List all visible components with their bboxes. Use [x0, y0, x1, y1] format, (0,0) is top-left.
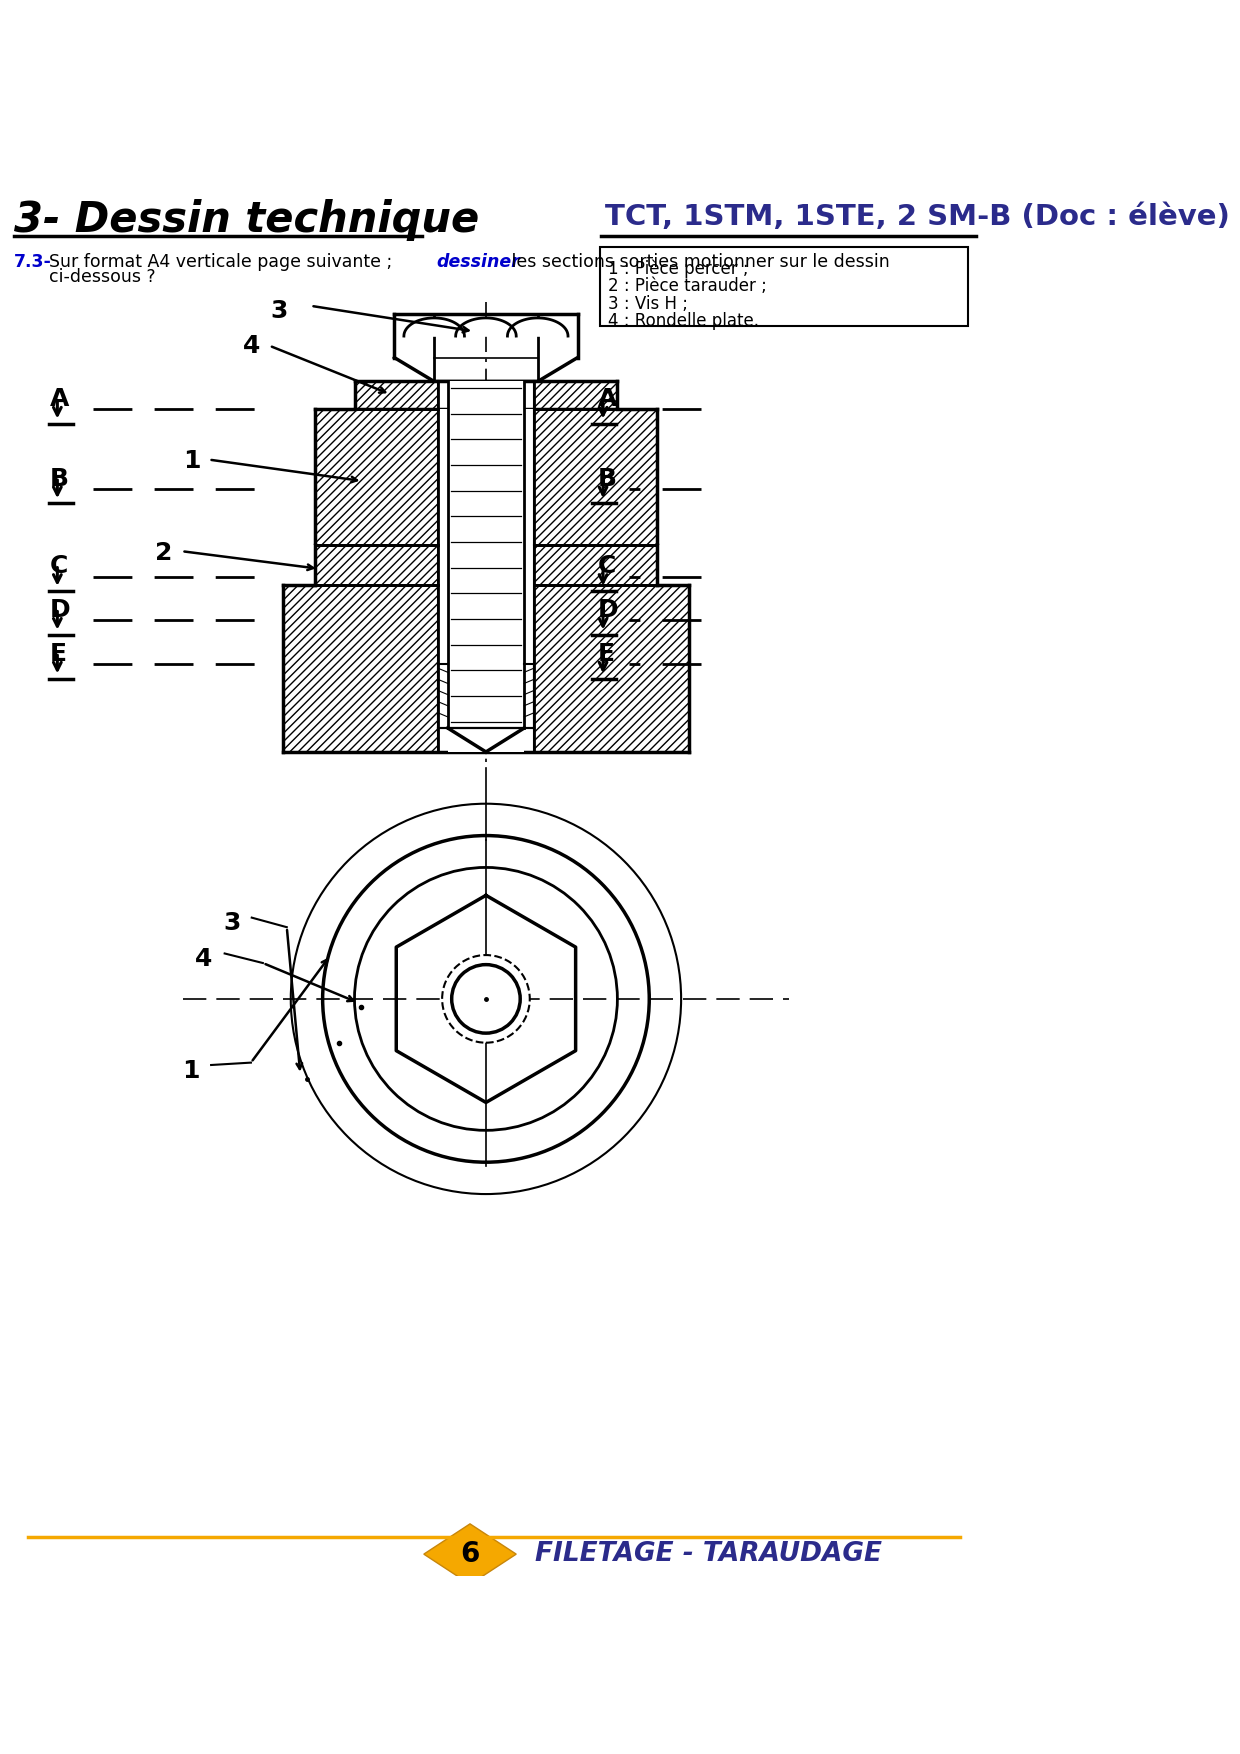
Text: dessiner: dessiner — [436, 253, 521, 272]
Polygon shape — [507, 317, 568, 337]
Bar — [315, 409, 657, 545]
Bar — [533, 584, 689, 752]
Text: Sur format A4 verticale page suivante ;: Sur format A4 verticale page suivante ; — [50, 253, 398, 272]
Polygon shape — [424, 1524, 516, 1584]
Text: 3: 3 — [270, 300, 288, 323]
Bar — [533, 381, 618, 409]
Bar — [533, 545, 657, 584]
FancyBboxPatch shape — [600, 247, 968, 326]
Text: E: E — [50, 642, 67, 667]
Text: TCT, 1STM, 1STE, 2 SM-B (Doc : élève): TCT, 1STM, 1STE, 2 SM-B (Doc : élève) — [605, 203, 1230, 230]
Bar — [355, 381, 618, 409]
Text: 2 : Pièce tarauder ;: 2 : Pièce tarauder ; — [608, 277, 766, 295]
Bar — [448, 381, 525, 728]
Text: B: B — [50, 467, 68, 491]
Polygon shape — [455, 317, 516, 337]
Text: 3: 3 — [223, 912, 241, 935]
Text: C: C — [598, 554, 616, 579]
Text: 6: 6 — [460, 1540, 480, 1568]
Bar — [533, 409, 657, 545]
Bar — [355, 381, 438, 409]
Text: D: D — [598, 598, 618, 623]
Bar — [315, 409, 438, 545]
Text: 4: 4 — [195, 947, 212, 972]
Text: FILETAGE - TARAUDAGE: FILETAGE - TARAUDAGE — [536, 1542, 883, 1566]
Text: B: B — [598, 467, 616, 491]
Bar — [283, 545, 689, 752]
Circle shape — [451, 965, 521, 1033]
Bar — [448, 728, 525, 752]
Text: 1: 1 — [184, 449, 201, 474]
Text: 3 : Vis H ;: 3 : Vis H ; — [608, 295, 688, 312]
Text: A: A — [50, 388, 68, 410]
Circle shape — [443, 956, 529, 1042]
Text: 1: 1 — [181, 1059, 200, 1082]
Bar — [283, 584, 438, 752]
Text: 3- Dessin technique: 3- Dessin technique — [15, 198, 480, 240]
Text: 1 : Pièce percer ;: 1 : Pièce percer ; — [608, 260, 749, 279]
Text: 4: 4 — [243, 333, 260, 358]
Text: ci-dessous ?: ci-dessous ? — [50, 268, 156, 286]
Text: E: E — [598, 642, 615, 667]
Text: 4 : Rondelle plate.: 4 : Rondelle plate. — [608, 312, 759, 330]
Bar — [315, 545, 438, 584]
Text: C: C — [50, 554, 68, 579]
Text: 7.3-: 7.3- — [15, 253, 52, 272]
Text: A: A — [598, 388, 616, 410]
Polygon shape — [404, 317, 465, 337]
Text: D: D — [50, 598, 69, 623]
Text: 2: 2 — [155, 540, 172, 565]
Text: les sections sorties motionner sur le dessin: les sections sorties motionner sur le de… — [506, 253, 889, 272]
